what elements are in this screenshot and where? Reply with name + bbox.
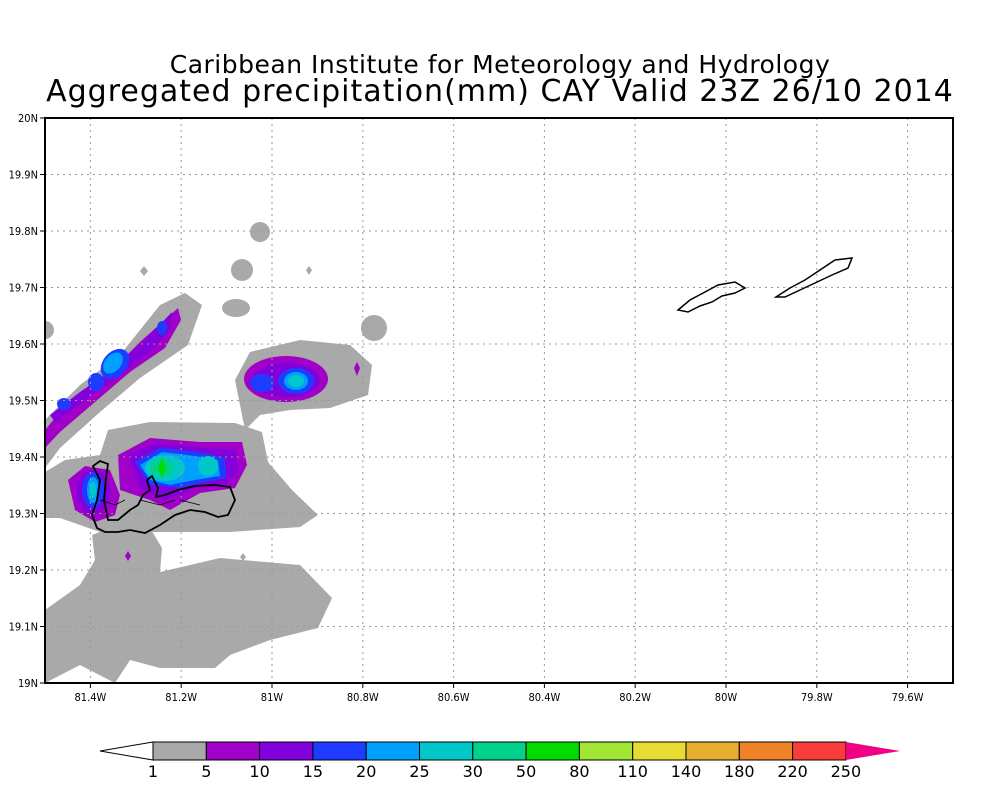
x-tick-label: 81.4W	[74, 691, 106, 704]
colorbar-label: 50	[516, 762, 536, 781]
little-cayman-outline	[676, 281, 747, 313]
colorbar-swatch	[312, 741, 367, 761]
y-tick-label: 20N	[18, 112, 38, 125]
colorbar-swatch	[792, 741, 847, 761]
y-tick-label: 19.8N	[9, 225, 38, 238]
chart-title-institute: Caribbean Institute for Meteorology and …	[169, 50, 831, 79]
x-tick-label: 79.6W	[892, 691, 924, 704]
colorbar-legend: 1 5 10 15 20 25 30 50 80 110 140 180 220 250	[99, 741, 900, 781]
y-tick-label: 19.5N	[9, 395, 38, 408]
colorbar-label: 30	[463, 762, 483, 781]
colorbar-label: 20	[356, 762, 376, 781]
map-gridlines	[45, 118, 953, 683]
colorbar-swatch	[632, 741, 687, 761]
x-axis: 81.4W 81.2W 81W 80.8W 80.6W 80.4W 80.2W 80W 79.8…	[74, 683, 924, 704]
x-tick-label: 79.8W	[801, 691, 833, 704]
colorbar-label: 15	[303, 762, 323, 781]
y-axis: 19N 19.1N 19.2N 19.3N 19.4N 19.5N 19.6N 19.7N 19…	[9, 112, 45, 690]
colorbar-label: 250	[831, 762, 862, 781]
colorbar-label: 180	[724, 762, 755, 781]
x-tick-label: 81.2W	[165, 691, 197, 704]
colorbar-swatch	[578, 741, 634, 761]
colorbar-label: 1	[148, 762, 158, 781]
colorbar-label: 5	[201, 762, 211, 781]
chart-title-product: Aggregated precipitation(mm) CAY Valid 2…	[46, 74, 954, 109]
precipitation-field	[45, 222, 387, 683]
y-tick-label: 19N	[18, 677, 38, 690]
colorbar-swatch	[738, 741, 794, 761]
colorbar-swatch	[685, 741, 740, 761]
colorbar-swatch	[525, 741, 580, 761]
y-tick-label: 19.9N	[9, 169, 38, 182]
colorbar-swatch	[365, 741, 421, 761]
grand-cayman-outline	[91, 459, 236, 534]
precip-area-south	[45, 528, 332, 683]
colorbar-label: 220	[777, 762, 808, 781]
x-tick-label: 81W	[261, 691, 284, 704]
y-tick-label: 19.3N	[9, 508, 38, 521]
colorbar-swatch	[152, 741, 207, 761]
colorbar-label: 110	[617, 762, 648, 781]
colorbar-under-triangle	[99, 741, 154, 761]
colorbar-label: 80	[569, 762, 589, 781]
x-tick-label: 80.2W	[619, 691, 651, 704]
colorbar-label: 25	[409, 762, 429, 781]
x-tick-label: 80.6W	[438, 691, 470, 704]
x-tick-label: 80.4W	[528, 691, 560, 704]
coastlines	[91, 257, 854, 534]
colorbar-swatch	[205, 741, 261, 761]
y-tick-label: 19.2N	[9, 564, 38, 577]
colorbar-label: 10	[249, 762, 269, 781]
precip-20mm-plus-areas	[87, 352, 308, 503]
y-tick-label: 19.4N	[9, 451, 38, 464]
x-tick-label: 80.8W	[347, 691, 379, 704]
colorbar-swatch	[419, 741, 474, 761]
colorbar-label: 140	[671, 762, 702, 781]
colorbar-over-triangle	[845, 742, 900, 760]
colorbar-swatch	[472, 741, 527, 761]
colorbar-swatch	[259, 741, 314, 761]
x-tick-label: 80W	[715, 691, 738, 704]
y-tick-label: 19.1N	[9, 621, 38, 634]
y-tick-label: 19.6N	[9, 338, 38, 351]
y-tick-label: 19.7N	[9, 282, 38, 295]
cayman-brac-outline	[773, 257, 854, 298]
